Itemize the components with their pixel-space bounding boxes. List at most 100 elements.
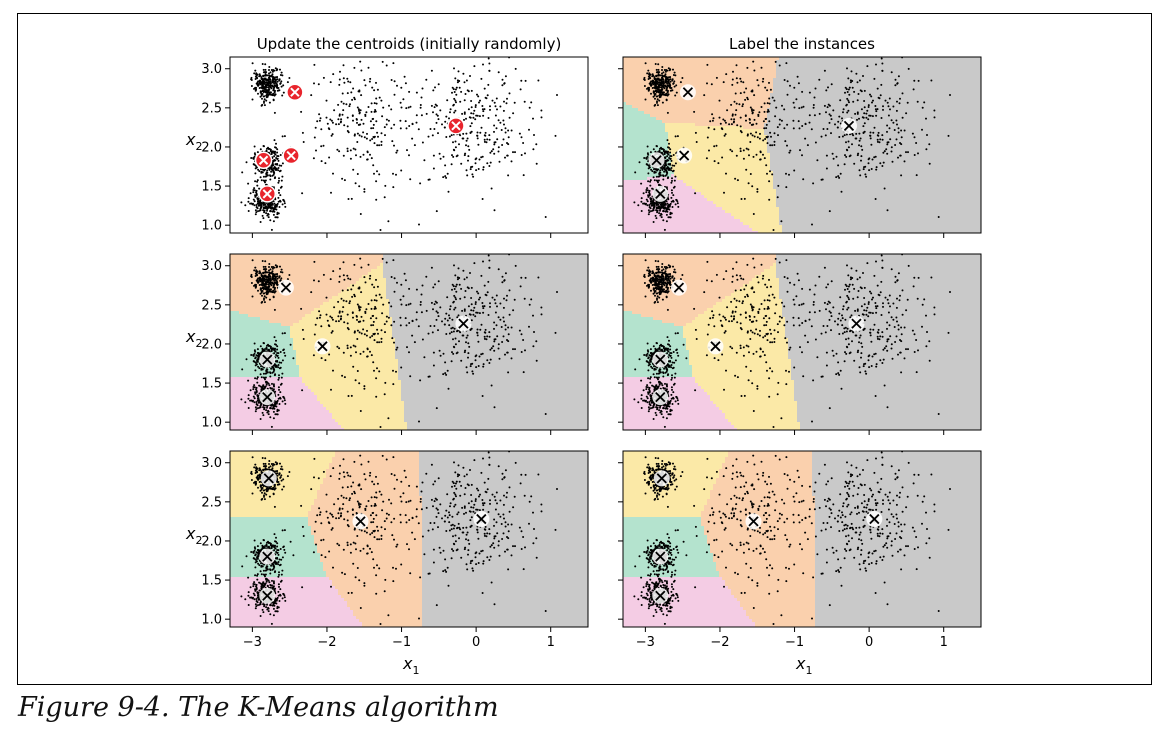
- region-cell: [830, 60, 834, 64]
- region-cell: [794, 126, 798, 130]
- region-cell: [917, 138, 921, 142]
- region-cell: [656, 66, 660, 70]
- region-cell: [890, 69, 894, 73]
- region-cell: [848, 84, 852, 88]
- region-cell: [917, 99, 921, 103]
- region-cell: [959, 75, 963, 79]
- region-cell: [830, 75, 834, 79]
- region-cell: [887, 135, 891, 139]
- region-cell: [899, 66, 903, 70]
- region-cell: [746, 126, 750, 130]
- region-cell: [665, 132, 669, 136]
- region-cell: [776, 63, 780, 67]
- region-cell: [878, 105, 882, 109]
- data-point: [501, 84, 504, 87]
- region-cell: [629, 93, 633, 97]
- region-cell: [911, 135, 915, 139]
- region-cell: [827, 135, 831, 139]
- region-cell: [716, 126, 720, 130]
- region-cell: [932, 87, 936, 91]
- region-cell: [977, 120, 981, 124]
- region-cell: [905, 120, 909, 124]
- region-cell: [899, 75, 903, 79]
- region-cell: [953, 102, 957, 106]
- region-cell: [698, 141, 702, 145]
- region-cell: [965, 114, 969, 118]
- region-cell: [650, 99, 654, 103]
- region-cell: [797, 69, 801, 73]
- region-cell: [833, 96, 837, 100]
- region-cell: [959, 132, 963, 136]
- region-cell: [671, 66, 675, 70]
- data-point: [433, 128, 436, 130]
- region-cell: [965, 105, 969, 109]
- data-point: [338, 150, 341, 153]
- data-point: [253, 72, 256, 75]
- region-cell: [713, 99, 717, 103]
- region-cell: [974, 57, 978, 61]
- region-cell: [737, 135, 741, 139]
- data-point: [276, 163, 279, 165]
- region-cell: [752, 132, 756, 136]
- region-cell: [917, 81, 921, 85]
- region-cell: [698, 93, 702, 97]
- region-cell: [722, 111, 726, 115]
- region-cell: [953, 69, 957, 73]
- data-point: [461, 137, 464, 140]
- region-cell: [719, 138, 723, 142]
- region-cell: [818, 81, 822, 85]
- region-cell: [791, 111, 795, 115]
- data-point: [269, 174, 271, 177]
- data-point: [532, 148, 535, 151]
- data-point: [265, 96, 268, 99]
- region-cell: [707, 87, 711, 91]
- region-cell: [686, 81, 690, 85]
- region-cell: [650, 60, 654, 64]
- region-cell: [947, 102, 951, 106]
- region-cell: [944, 72, 948, 76]
- region-cell: [737, 60, 741, 64]
- region-cell: [722, 75, 726, 79]
- region-cell: [788, 87, 792, 91]
- region-cell: [842, 114, 846, 118]
- region-cell: [872, 75, 876, 79]
- region-cell: [920, 111, 924, 115]
- region-cell: [641, 93, 645, 97]
- region-cell: [965, 120, 969, 124]
- region-cell: [680, 138, 684, 142]
- region-cell: [629, 66, 633, 70]
- region-cell: [893, 123, 897, 127]
- data-point: [283, 202, 286, 205]
- region-cell: [638, 102, 642, 106]
- region-cell: [917, 66, 921, 70]
- region-cell: [878, 90, 882, 94]
- region-cell: [902, 90, 906, 94]
- data-point: [452, 103, 455, 106]
- region-cell: [731, 72, 735, 76]
- region-cell: [653, 117, 657, 121]
- region-cell: [953, 93, 957, 97]
- region-cell: [914, 72, 918, 76]
- region-cell: [704, 138, 708, 142]
- region-cell: [767, 138, 771, 142]
- region-cell: [623, 90, 627, 94]
- region-cell: [770, 63, 774, 67]
- region-cell: [671, 129, 675, 133]
- region-cell: [650, 141, 654, 145]
- region-cell: [878, 108, 882, 112]
- region-cell: [911, 57, 915, 61]
- region-cell: [869, 84, 873, 88]
- region-cell: [833, 141, 837, 145]
- region-cell: [896, 120, 900, 124]
- region-cell: [734, 120, 738, 124]
- region-cell: [668, 117, 672, 121]
- data-point: [489, 108, 491, 111]
- region-cell: [914, 111, 918, 115]
- region-cell: [947, 132, 951, 136]
- region-cell: [860, 105, 864, 109]
- region-cell: [641, 99, 645, 103]
- region-cell: [776, 69, 780, 73]
- region-cell: [941, 93, 945, 97]
- region-cell: [920, 90, 924, 94]
- region-cell: [770, 132, 774, 136]
